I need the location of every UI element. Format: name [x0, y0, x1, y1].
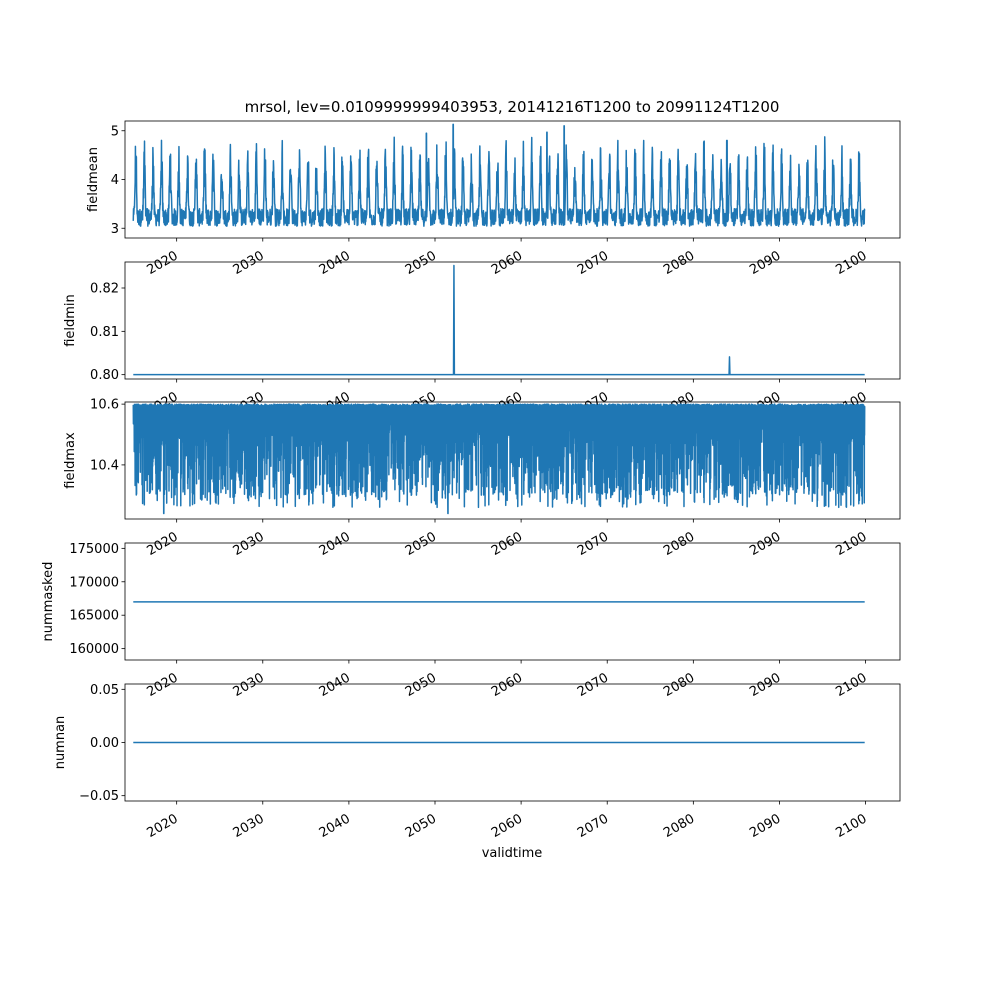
x-tick-label: 2090 [747, 529, 783, 559]
x-tick-label: 2060 [489, 670, 525, 700]
x-tick-label: 2020 [145, 670, 181, 700]
subplot-fieldmax: 10.4 10.6 fieldmax 2020 2030 2040 2050 2060 2070… [63, 398, 901, 559]
axes-frame [124, 401, 901, 520]
y-tick-label: 10.6 [90, 398, 119, 413]
subplot-numnan: −0.05 0.00 0.05 numnan 2020 2030 2040 2050 2060 2… [53, 683, 901, 841]
x-tick-label: 2040 [317, 670, 353, 700]
x-tick-label: 2030 [231, 670, 267, 700]
x-tick-label: 2100 [833, 811, 869, 841]
x-tick-label: 2060 [489, 811, 525, 841]
x-tick-label: 2020 [145, 248, 181, 278]
axes-frame [124, 542, 901, 661]
x-tick-label: 2070 [575, 529, 611, 559]
y-tick-label: 10.4 [90, 458, 119, 473]
x-tick-label: 2030 [231, 529, 267, 559]
y-axis-label: fieldmin [63, 294, 78, 347]
x-tick-label: 2060 [489, 529, 525, 559]
y-tick-label: 4 [111, 173, 119, 188]
y-axis-label: fieldmean [86, 147, 101, 212]
x-tick-label: 2090 [747, 670, 783, 700]
y-tick-label: 175000 [69, 542, 119, 557]
y-axis-label: nummasked [41, 562, 56, 642]
x-tick-label: 2060 [489, 248, 525, 278]
x-tick-label: 2080 [661, 811, 697, 841]
x-tick-label: 2050 [403, 529, 439, 559]
subplot-nummasked: 160000 165000 170000 175000 nummasked 2020 203… [41, 542, 901, 700]
x-tick-label: 2100 [833, 670, 869, 700]
x-tick-label: 2050 [403, 811, 439, 841]
x-tick-label: 2070 [575, 811, 611, 841]
x-tick-label: 2100 [833, 248, 869, 278]
x-tick-label: 2090 [747, 248, 783, 278]
x-tick-label: 2020 [145, 811, 181, 841]
subplot-fieldmean: 3 4 5 fieldmean 2020 2030 2040 2050 2060 2070 2080… [86, 120, 901, 278]
y-axis-label: numnan [53, 716, 68, 770]
axes-frame [124, 261, 901, 380]
x-tick-label: 2050 [403, 248, 439, 278]
y-tick-label: −0.05 [79, 789, 119, 804]
x-tick-label: 2040 [317, 529, 353, 559]
series-line-fieldmean [132, 123, 866, 227]
x-tick-label: 2020 [145, 529, 181, 559]
y-tick-label: 0.80 [90, 368, 119, 383]
x-tick-label: 2090 [747, 811, 783, 841]
axes-frame [124, 683, 901, 802]
subplots: 3 4 5 fieldmean 2020 2030 2040 2050 2060 2070 2080… [41, 120, 901, 841]
y-tick-label: 0.05 [90, 683, 119, 698]
x-tick-label: 2080 [661, 529, 697, 559]
x-tick-label: 2040 [317, 811, 353, 841]
y-axis-label: fieldmax [63, 432, 78, 489]
x-tick-label: 2030 [231, 248, 267, 278]
series-line-fieldmax [132, 403, 866, 515]
y-tick-label: 0.81 [90, 325, 119, 340]
x-tick-label: 2040 [317, 248, 353, 278]
y-tick-label: 165000 [69, 609, 119, 624]
series-line-fieldmin [133, 264, 865, 376]
y-tick-label: 3 [111, 222, 119, 237]
y-tick-label: 0.00 [90, 736, 119, 751]
x-tick-label: 2100 [833, 529, 869, 559]
x-tick-label: 2030 [231, 811, 267, 841]
chart-title: mrsol, lev=0.0109999999403953, 20141216T… [245, 98, 780, 116]
x-axis-label: validtime [482, 846, 543, 861]
y-tick-label: 5 [111, 124, 119, 139]
x-tick-label: 2080 [661, 248, 697, 278]
x-tick-label: 2050 [403, 670, 439, 700]
x-tick-label: 2070 [575, 670, 611, 700]
x-tick-label: 2080 [661, 670, 697, 700]
x-tick-label: 2070 [575, 248, 611, 278]
y-tick-label: 0.82 [90, 282, 119, 297]
y-tick-label: 160000 [69, 642, 119, 657]
y-tick-label: 170000 [69, 575, 119, 590]
